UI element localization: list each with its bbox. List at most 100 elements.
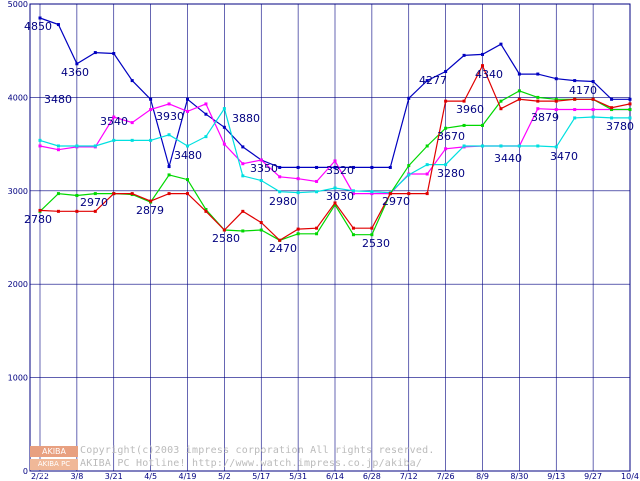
data-label: 3540 <box>100 115 128 128</box>
data-label: 3320 <box>326 164 354 177</box>
data-point <box>444 126 448 130</box>
data-point <box>333 159 337 163</box>
data-point <box>296 227 300 231</box>
y-axis-ticks: 0 1000 2000 3000 4000 5000 <box>8 0 28 476</box>
data-point <box>628 116 632 120</box>
data-point <box>56 192 60 196</box>
data-point <box>259 221 263 225</box>
data-point <box>425 192 429 196</box>
data-label: 3470 <box>550 150 578 163</box>
data-point <box>112 138 116 142</box>
data-point <box>573 116 577 120</box>
data-label: 3480 <box>174 149 202 162</box>
data-label: 4850 <box>24 20 52 33</box>
data-point <box>536 95 540 99</box>
data-point <box>204 209 208 213</box>
data-point <box>499 99 503 103</box>
data-point <box>517 89 521 93</box>
data-point <box>93 209 97 213</box>
data-point <box>573 97 577 101</box>
data-point <box>130 138 134 142</box>
data-label: 4277 <box>419 74 447 87</box>
data-label: 3880 <box>232 112 260 125</box>
data-point <box>315 165 319 169</box>
x-tick-label: 5/31 <box>289 472 307 480</box>
data-point <box>333 165 337 169</box>
data-point <box>610 106 614 110</box>
data-point <box>517 97 521 101</box>
data-point <box>425 144 429 148</box>
y-tick-label: 3000 <box>8 187 28 196</box>
data-point <box>186 109 189 113</box>
data-point <box>112 192 116 196</box>
data-label: 3670 <box>437 130 465 143</box>
y-tick-label: 0 <box>23 467 28 476</box>
data-point <box>278 165 282 169</box>
x-tick-label: 9/13 <box>547 472 565 480</box>
data-label: 3930 <box>156 110 184 123</box>
data-point <box>425 79 429 83</box>
data-point <box>296 232 300 236</box>
data-point <box>204 207 208 211</box>
data-point <box>407 96 411 100</box>
data-point <box>407 173 411 177</box>
x-tick-label: 9/27 <box>584 472 602 480</box>
data-point <box>333 203 337 207</box>
data-point <box>241 229 245 233</box>
data-point <box>462 53 466 57</box>
data-point <box>554 108 558 112</box>
data-label: 4170 <box>569 84 597 97</box>
data-point <box>591 80 595 84</box>
data-point <box>259 179 263 183</box>
data-point <box>167 165 171 169</box>
data-point <box>56 144 60 148</box>
data-point <box>38 144 42 148</box>
data-point <box>610 116 614 120</box>
data-point <box>130 192 134 196</box>
data-point <box>186 178 189 182</box>
copyright-line-1: Copyright(c)2003 impress corporation All… <box>80 445 435 456</box>
data-point <box>425 163 429 167</box>
data-label: 3440 <box>494 152 522 165</box>
data-point <box>591 108 595 112</box>
data-point <box>370 165 374 169</box>
x-tick-label: 4/19 <box>179 472 197 480</box>
data-point <box>462 123 466 127</box>
data-point <box>425 172 429 176</box>
data-point <box>167 173 171 177</box>
data-point <box>554 77 558 81</box>
y-tick-label: 2000 <box>8 280 28 289</box>
data-point <box>351 226 355 230</box>
x-tick-label: 7/12 <box>400 472 418 480</box>
data-label: 3879 <box>531 111 559 124</box>
data-point <box>222 125 226 129</box>
data-point <box>351 165 355 169</box>
data-label: 4340 <box>475 68 503 81</box>
data-point <box>149 97 153 101</box>
data-point <box>241 209 245 213</box>
data-point <box>536 72 540 76</box>
data-labels: 4850 4360 3480 2780 2970 3540 3930 2879 3480 3880… <box>24 20 634 255</box>
data-point <box>333 186 337 190</box>
data-label: 2580 <box>212 232 240 245</box>
data-point <box>75 144 79 148</box>
data-label: 3780 <box>606 120 634 133</box>
data-label: 2780 <box>24 213 52 226</box>
data-point <box>149 108 153 112</box>
data-point <box>149 138 153 142</box>
x-tick-label: 5/17 <box>252 472 270 480</box>
data-point <box>56 23 60 27</box>
data-point <box>517 72 521 76</box>
data-point <box>573 79 577 83</box>
data-point <box>75 209 79 213</box>
data-point <box>407 192 411 196</box>
chart-grid <box>29 3 631 472</box>
data-point <box>554 97 558 101</box>
data-point <box>112 52 116 56</box>
data-point <box>93 51 97 55</box>
data-label: 3030 <box>326 190 354 203</box>
data-point <box>388 192 392 196</box>
data-point <box>315 179 319 183</box>
data-point <box>499 107 503 111</box>
